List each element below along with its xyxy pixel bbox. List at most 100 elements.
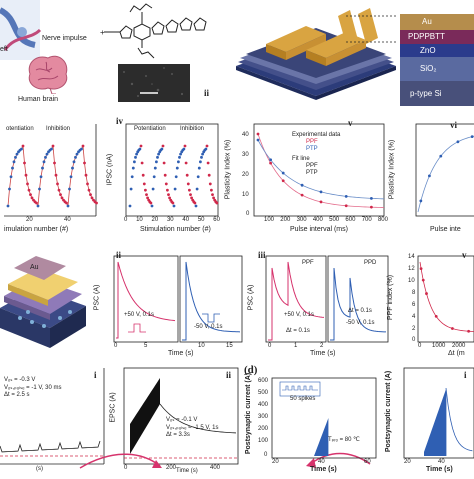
data-point	[90, 196, 94, 200]
data-point	[71, 166, 74, 170]
data-point	[27, 188, 31, 192]
y-axis-label: PPF index (%)	[387, 274, 395, 321]
human-brain-label: Human brain	[18, 96, 59, 103]
row2-panel-v-plot	[253, 123, 385, 217]
data-point	[89, 193, 92, 197]
data-point	[83, 161, 86, 165]
x-axis-label: Time (s)	[426, 466, 453, 473]
data-point	[179, 152, 182, 156]
data-point	[186, 182, 190, 186]
data-point	[149, 201, 153, 205]
panel-ii-label: ii	[116, 250, 122, 260]
y-axis-label: Postsynaptic current (A)	[385, 370, 393, 453]
pulse-label-negative: -50 V, 0.1s	[346, 320, 375, 326]
data-point	[81, 144, 85, 148]
data-point	[156, 155, 159, 159]
x-axis-label: Δt (m	[448, 350, 465, 357]
data-point	[425, 292, 428, 295]
y-tick: 10	[408, 278, 415, 284]
sem-image	[118, 64, 190, 102]
data-point	[39, 175, 43, 179]
y-tick: 400	[258, 402, 269, 408]
pulse-label-positive: +50 V, 0.1s	[284, 312, 314, 318]
panel-ii-label: ii	[204, 88, 210, 98]
data-point	[128, 204, 132, 208]
legend-potentiation: Potentiation	[134, 126, 166, 132]
ptp-point	[256, 138, 260, 142]
data-point	[26, 182, 29, 186]
data-point	[178, 155, 181, 159]
x-tick-20: 20	[26, 217, 33, 223]
data-point	[419, 199, 423, 203]
data-point	[210, 188, 213, 192]
x-tick: 800	[377, 217, 388, 223]
x-tick: 300	[296, 217, 307, 223]
x-tick: 5	[144, 343, 148, 349]
data-point	[188, 188, 191, 192]
y-tick: 0	[412, 337, 416, 343]
row2-panel-1-plot	[4, 124, 98, 217]
x-tick: 0	[114, 343, 118, 349]
row2-panel-1: otentiation Inhibition 20 40 imulation n…	[0, 116, 100, 238]
data-point	[456, 140, 460, 144]
ppf-tag: PPF	[302, 260, 314, 266]
y-tick: 600	[258, 378, 269, 384]
data-point	[6, 204, 10, 208]
data-point	[153, 166, 157, 170]
data-point	[53, 161, 56, 165]
data-point	[421, 278, 425, 282]
data-point	[29, 193, 32, 197]
condition-line-1: Vₒₛ = -0.1 V	[166, 417, 198, 423]
y-tick: 500	[258, 390, 269, 396]
y-axis-label: PSC (A)	[247, 284, 255, 311]
data-point	[185, 173, 189, 177]
data-point	[197, 166, 201, 170]
arrow-left	[79, 453, 161, 469]
x-tick: 1	[294, 343, 298, 349]
data-point	[208, 182, 212, 186]
x-tick: 0	[124, 465, 128, 471]
data-point	[164, 182, 168, 186]
x-axis-label: imulation number (#)	[4, 226, 69, 233]
ppf-point	[269, 161, 272, 165]
x-tick: 60	[364, 459, 371, 465]
x-tick: 10	[136, 217, 143, 223]
data-point	[24, 173, 28, 177]
x-axis-label: Time (s)	[168, 350, 194, 357]
x-tick: 40	[438, 459, 445, 465]
x-tick: 20	[272, 459, 279, 465]
data-point	[419, 267, 423, 271]
panel-ii-label: ii	[226, 370, 232, 380]
legend-fit-ppf: PPF	[306, 163, 318, 169]
brain-icon	[28, 55, 68, 94]
ptp-point	[370, 196, 373, 200]
data-point	[134, 155, 137, 159]
data-point	[131, 166, 135, 170]
device-3d	[236, 8, 396, 100]
data-point	[201, 152, 204, 156]
x-axis-label: Pulse inte	[430, 226, 461, 233]
data-point	[199, 160, 202, 164]
ppf-point	[281, 179, 285, 183]
row2-panel-iv-plot	[125, 123, 219, 217]
data-point	[75, 152, 79, 156]
data-point	[152, 175, 156, 179]
data-point	[155, 160, 158, 164]
data-point	[133, 160, 136, 164]
ppf-point	[370, 205, 373, 209]
y-tick: 0	[264, 452, 268, 458]
panel-v-label: v	[462, 250, 467, 260]
panel-iv-label: iv	[116, 116, 124, 126]
x-tick: 200	[166, 465, 177, 471]
data-point	[87, 188, 91, 192]
x-axis-label: (s)	[36, 466, 43, 472]
row4-panel-mid: ii EPSC (A) Vₒₛ = -0.1 V Vₒₛ,ₚᵤₗₛₑ = -1.…	[110, 364, 240, 474]
arrow-right-head	[306, 458, 316, 468]
data-point	[173, 187, 177, 191]
ppf-point	[256, 132, 260, 136]
data-point	[451, 327, 454, 330]
data-point	[30, 196, 34, 200]
x-tick: 40	[318, 459, 325, 465]
dt-label-2: Δt = 0.1s	[348, 308, 372, 314]
row3-panel-v-plot	[417, 255, 474, 343]
